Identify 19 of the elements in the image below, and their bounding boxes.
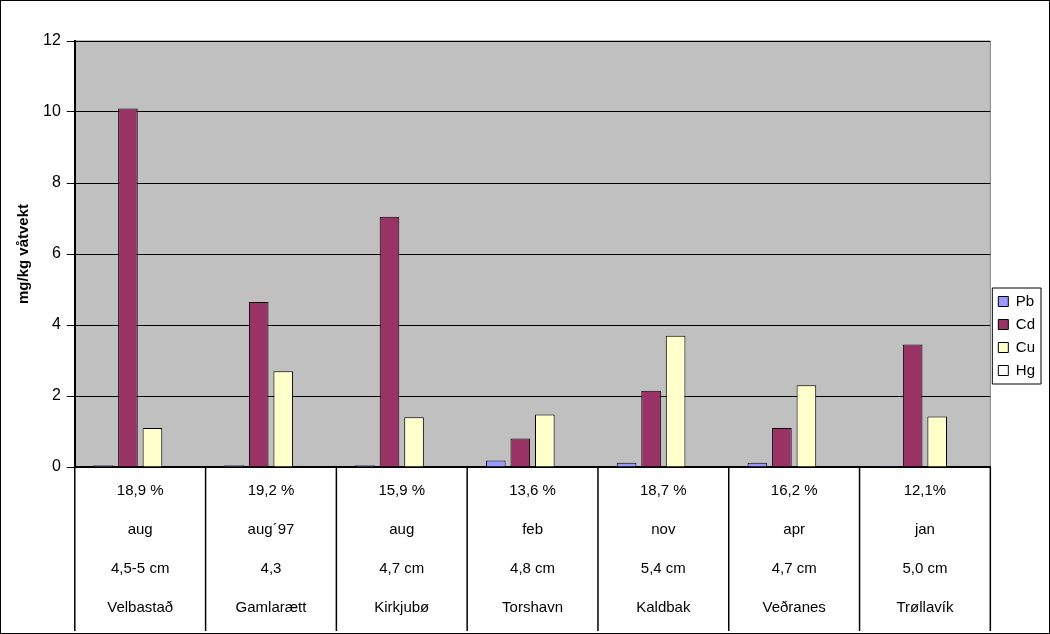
- legend-label: Pb: [1015, 291, 1035, 309]
- category-label: 18,9 % aug 4,5-5 cm Velbastað: [107, 480, 174, 615]
- category-label: 19,2 % aug´97 4,3 Gamlarætt: [235, 480, 307, 615]
- y-tick-label: 8: [51, 173, 61, 191]
- category-label: 13,6 % feb 4,8 cm Torshavn: [502, 480, 563, 615]
- category-label: 12,1% jan 5,0 cm Trøllavík: [896, 480, 954, 615]
- category-label: 16,2 % apr 4,7 cm Veðranes: [762, 480, 826, 615]
- category-label: 18,7 % nov 5,4 cm Kaldbak: [636, 480, 691, 615]
- legend-label: Hg: [1015, 360, 1036, 378]
- y-tick-label: 2: [51, 386, 61, 404]
- y-tick-label: 12: [43, 31, 61, 49]
- y-axis-title: mg/kg våtvekt: [14, 203, 32, 305]
- category-label: 15,9 % aug 4,7 cm Kirkjubø: [374, 480, 430, 615]
- legend-label: Cu: [1015, 337, 1036, 355]
- legend-label: Cd: [1015, 314, 1036, 332]
- y-tick-label: 10: [43, 102, 61, 120]
- y-tick-label: 6: [51, 244, 61, 262]
- y-tick-label: 4: [51, 315, 61, 333]
- y-tick-label: 0: [51, 457, 61, 475]
